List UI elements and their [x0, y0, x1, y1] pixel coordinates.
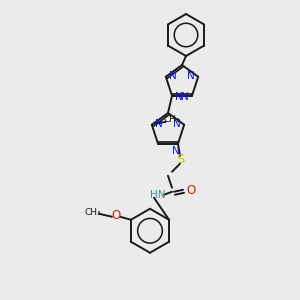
Text: N: N — [155, 119, 163, 129]
Text: N: N — [187, 71, 195, 81]
Text: N: N — [181, 92, 189, 102]
Text: N: N — [175, 92, 183, 102]
Text: O: O — [111, 209, 121, 222]
Text: CH₃: CH₃ — [164, 115, 180, 124]
Text: O: O — [186, 184, 196, 197]
Text: CH₃: CH₃ — [85, 208, 101, 217]
Text: N: N — [173, 119, 181, 129]
Text: N: N — [172, 146, 180, 156]
Text: HN: HN — [150, 190, 166, 200]
Text: N: N — [169, 71, 177, 81]
Text: S: S — [176, 153, 184, 166]
